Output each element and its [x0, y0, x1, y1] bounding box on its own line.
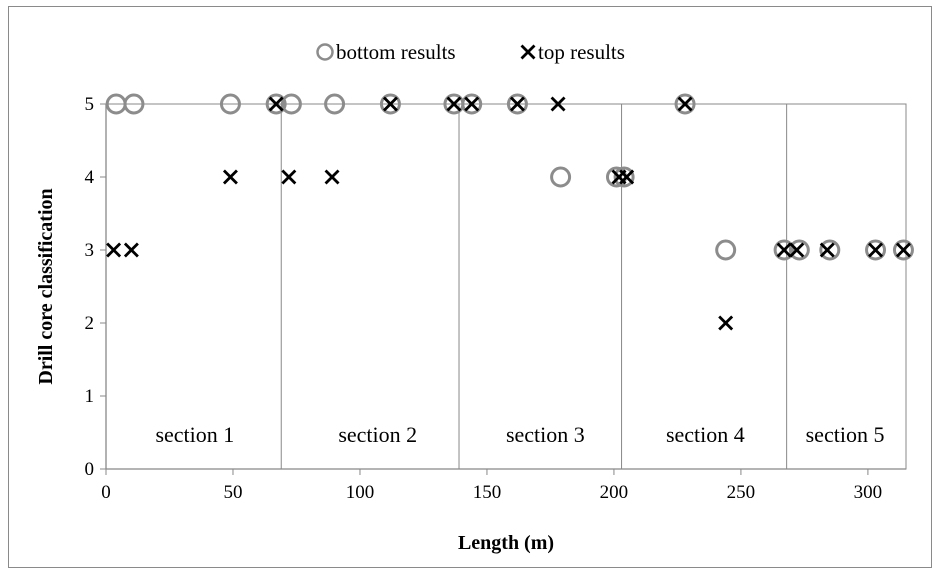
legend-label-top: top results	[538, 40, 625, 64]
bottom-result-point	[788, 239, 810, 261]
bottom-result-point	[674, 93, 696, 115]
series-bottom-results	[105, 93, 914, 261]
top-result-point	[106, 242, 122, 258]
x-tick-label: 250	[727, 482, 756, 503]
x-axis-title: Length (m)	[458, 532, 554, 554]
bottom-result-point	[265, 93, 287, 115]
section-label: section 1	[155, 422, 234, 447]
legend-label-bottom: bottom results	[336, 40, 456, 64]
bottom-result-point	[773, 239, 795, 261]
x-tick-label: 150	[473, 482, 502, 503]
y-axis-title: Drill core classification	[35, 188, 57, 384]
y-tick-label: 1	[85, 386, 95, 407]
y-tick-label: 4	[85, 167, 95, 188]
section-label: section 2	[338, 422, 417, 447]
legend-marker-top	[520, 44, 536, 60]
top-result-point	[550, 96, 566, 112]
x-tick-label: 50	[223, 482, 242, 503]
section-label: section 4	[666, 422, 745, 447]
points-layer	[105, 93, 914, 331]
y-tick-label: 2	[85, 313, 95, 334]
bottom-result-point	[219, 93, 241, 115]
bottom-result-point	[613, 166, 635, 188]
y-tick-label: 5	[85, 94, 95, 115]
bottom-result-point	[123, 93, 145, 115]
top-result-point	[789, 242, 805, 258]
bottom-result-point	[892, 239, 914, 261]
section-label: section 5	[806, 422, 885, 447]
bottom-result-point	[715, 239, 737, 261]
top-result-point	[382, 96, 398, 112]
top-result-point	[446, 96, 462, 112]
y-tick-label: 0	[85, 459, 95, 480]
bottom-result-point	[865, 239, 887, 261]
bottom-result-point	[550, 166, 572, 188]
bottom-result-point	[280, 93, 302, 115]
bottom-result-point	[819, 239, 841, 261]
x-tick-label: 200	[600, 482, 629, 503]
top-result-point	[509, 96, 525, 112]
plot-area-border	[105, 103, 907, 470]
top-result-point	[222, 169, 238, 185]
top-result-point	[123, 242, 139, 258]
bottom-result-point	[324, 93, 346, 115]
top-result-point	[677, 96, 693, 112]
x-tick-label: 0	[101, 482, 111, 503]
legend-marker-bottom	[316, 43, 334, 61]
top-result-point	[281, 169, 297, 185]
top-result-point	[819, 242, 835, 258]
top-result-point	[268, 96, 284, 112]
bottom-result-point	[506, 93, 528, 115]
chart-frame	[8, 6, 932, 568]
x-tick-label: 100	[346, 482, 375, 503]
section-label: section 3	[506, 422, 585, 447]
sections-layer: section 1 section 2 section 3 section 4 sect…	[155, 104, 884, 469]
top-result-point	[619, 169, 635, 185]
legend: bottom results top results	[316, 40, 625, 64]
top-result-point	[776, 242, 792, 258]
top-result-point	[324, 169, 340, 185]
top-result-point	[464, 96, 480, 112]
y-tick-label: 3	[85, 240, 95, 261]
series-top-results	[106, 96, 911, 331]
x-tick-label: 300	[854, 482, 883, 503]
top-result-point	[718, 315, 734, 331]
top-result-point	[895, 242, 911, 258]
bottom-result-point	[461, 93, 483, 115]
top-result-point	[868, 242, 884, 258]
bottom-result-point	[379, 93, 401, 115]
